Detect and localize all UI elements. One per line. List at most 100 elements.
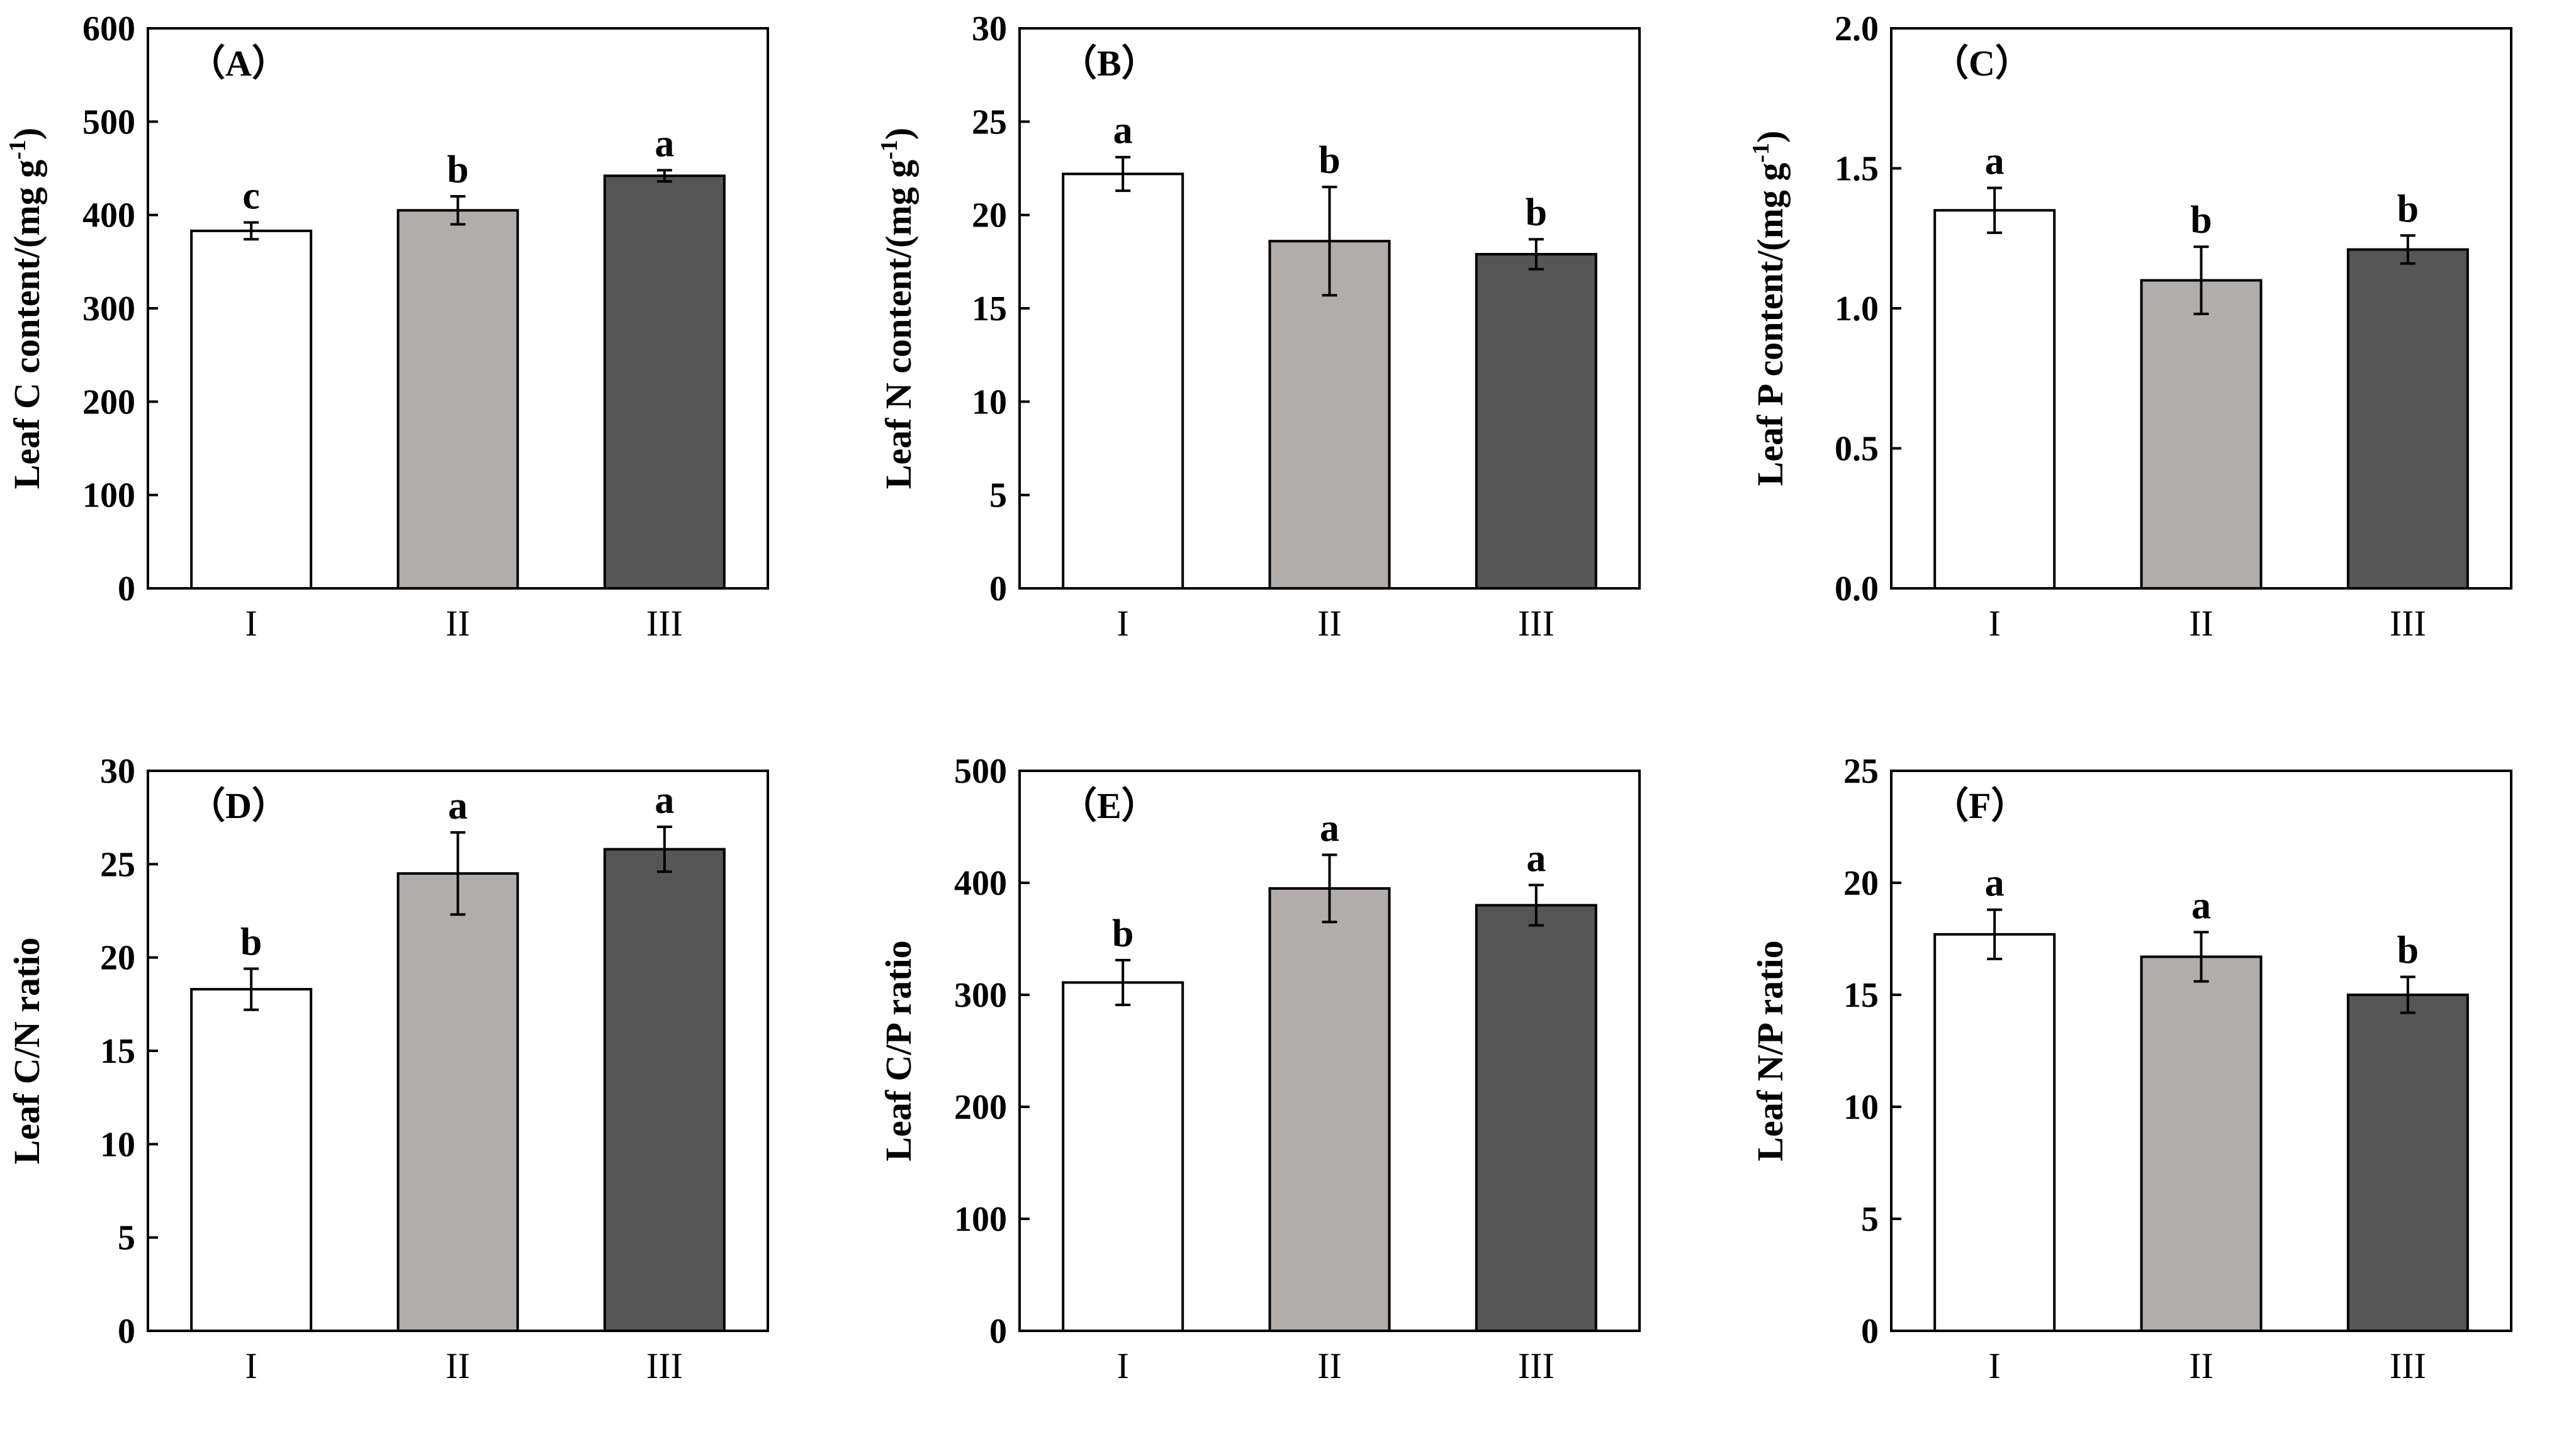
- panel-a-bar: [603, 174, 726, 590]
- panel-b-ylabel-main: Leaf N content/(mg g: [878, 160, 919, 490]
- panel-e-svg: 0 100 200 300 400 500 Leaf C/P ratio （E） b Ia II a I…: [878, 752, 1641, 1386]
- panel-c-ylabel-main: Leaf P content/(mg g: [1750, 163, 1791, 486]
- panel-b-label: （B）: [1060, 43, 1158, 84]
- panel-a-ytick-label: 100: [82, 476, 135, 515]
- panel-f-ylabel-main: Leaf N/P ratio: [1750, 940, 1791, 1161]
- panel-d-significance-letter: b: [240, 921, 262, 963]
- panel-e-ylabel-main: Leaf C/P ratio: [878, 940, 919, 1161]
- panel-b-ytick-label: 0: [989, 569, 1007, 608]
- panel-a-significance-letter: c: [242, 175, 260, 218]
- panel-d-bar: [397, 872, 519, 1332]
- panel-d-bar: [190, 988, 313, 1333]
- panel-d-ylabel-main: Leaf C/N ratio: [6, 938, 47, 1165]
- panel-a-svg: 0 100 200 300 400 500 600 Leaf C content/(mg g-…: [4, 9, 769, 644]
- panel-b-bar: [1268, 240, 1391, 590]
- panel-b-ytick-label: 30: [972, 9, 1007, 48]
- panel-c-category-label: II: [2189, 603, 2213, 644]
- panel-b-ytick-label: 10: [972, 383, 1007, 422]
- panel-c-ytick-label: 2.0: [1835, 9, 1879, 48]
- panel-e-significance-letter: a: [1526, 838, 1546, 880]
- panel-d-significance-letter: a: [655, 779, 674, 822]
- panel-d-category-label: III: [646, 1345, 683, 1386]
- panel-c-chart: 0.0 0.5 1.0 1.5 2.0 Leaf P content/(mg g-1) （C…: [1743, 0, 2562, 667]
- panel-f-bar: [2346, 994, 2469, 1332]
- panel-c-ytick-label: 1.0: [1835, 289, 1879, 328]
- panel-d-ytick-label: 20: [100, 939, 135, 978]
- panel-d-y-axis-label: Leaf C/N ratio: [6, 938, 47, 1165]
- panel-f-ytick-label: 20: [1843, 864, 1879, 903]
- panel-a-label: （A）: [189, 43, 288, 84]
- panel-d-ytick-label: 30: [100, 752, 135, 791]
- panel-f-bar: [1933, 933, 2056, 1332]
- panel-a-ytick-label: 400: [82, 196, 135, 235]
- panel-a-significance-letter: b: [447, 149, 468, 191]
- panel-e-category-label: II: [1317, 1345, 1342, 1386]
- panel-c-significance-letter: b: [2190, 199, 2212, 242]
- panel-b-category-label: III: [1518, 603, 1555, 644]
- panel-f-ytick-label: 0: [1861, 1312, 1879, 1351]
- panel-c-bar: [1933, 209, 2056, 590]
- panel-f-significance-letter: b: [2397, 929, 2419, 972]
- panel-f-ytick-label: 25: [1843, 752, 1879, 791]
- panel-c-bar: [2346, 248, 2469, 590]
- panel-e-category-label: I: [1117, 1345, 1129, 1386]
- panel-d-ytick-label: 10: [100, 1125, 135, 1164]
- panel-c-ytick-label: 0.0: [1835, 569, 1879, 608]
- panel-a-ytick-label: 0: [118, 569, 135, 608]
- panel-a-ylabel-main: Leaf C content/(mg g: [6, 160, 47, 490]
- panel-a-ylabel-sup: -1: [4, 140, 31, 160]
- panel-e-ytick-label: 400: [954, 864, 1007, 903]
- panel-e-ytick-label: 100: [954, 1200, 1007, 1239]
- panel-b-significance-letter: b: [1319, 139, 1340, 182]
- panel-b-category-label: I: [1117, 603, 1129, 644]
- panel-c-category-label: I: [1989, 603, 2001, 644]
- panel-a-ytick-label: 500: [82, 103, 135, 142]
- panel-b-bar: [1475, 252, 1597, 590]
- panel-b-chart: 0 5 10 15 20 25 30 Leaf N content/(mg g-1) （B） a I…: [872, 0, 1690, 667]
- panel-a-category-label: II: [446, 603, 470, 644]
- panel-c-ytick-label: 0.5: [1835, 430, 1879, 469]
- panel-a-ytick-label: 200: [82, 383, 135, 422]
- panel-e-significance-letter: b: [1112, 912, 1133, 955]
- panel-f-ytick-label: 10: [1843, 1088, 1879, 1127]
- panel-e-significance-letter: a: [1320, 807, 1339, 850]
- panel-b-ytick-label: 5: [989, 476, 1007, 515]
- panel-b-bar: [1062, 172, 1184, 590]
- panel-e-ytick-label: 200: [954, 1088, 1007, 1127]
- panel-d-bar: [603, 848, 726, 1333]
- panel-c-ytick-label: 1.5: [1835, 150, 1879, 189]
- panel-c-significance-letter: b: [2397, 188, 2419, 230]
- panel-c-bar: [2140, 279, 2263, 590]
- panel-f-bar: [2140, 955, 2263, 1333]
- panel-e-ytick-label: 500: [954, 752, 1007, 791]
- panel-e-ytick-label: 300: [954, 976, 1007, 1015]
- panel-b-ylabel-end: ): [878, 128, 919, 140]
- panel-d-ytick-label: 25: [100, 845, 135, 884]
- panel-d-category-label: II: [446, 1345, 470, 1386]
- panel-b-y-axis-label: Leaf N content/(mg g-1): [876, 128, 919, 490]
- panel-f-category-label: III: [2390, 1345, 2426, 1386]
- panel-a-chart: 0 100 200 300 400 500 600 Leaf C content/(mg g-…: [0, 0, 818, 667]
- panel-a-category-label: III: [646, 603, 683, 644]
- panel-f-significance-letter: a: [1985, 862, 2005, 905]
- panel-f-y-axis-label: Leaf N/P ratio: [1750, 940, 1791, 1161]
- panel-c-ylabel-end: ): [1750, 131, 1791, 143]
- panel-e-ytick-label: 0: [989, 1312, 1007, 1351]
- panel-d-svg: 0 5 10 15 20 25 30 Leaf C/N ratio （D） b Ia II a III: [6, 752, 769, 1386]
- panel-b-category-label: II: [1317, 603, 1342, 644]
- panel-d-ytick-label: 0: [118, 1312, 135, 1351]
- panel-e-bar: [1062, 981, 1184, 1333]
- panel-a-ytick-label: 300: [82, 289, 135, 328]
- panel-e-bar: [1475, 904, 1597, 1333]
- panel-c-label: （C）: [1932, 43, 2032, 84]
- panel-f-category-label: II: [2189, 1345, 2213, 1386]
- panel-f-svg: 0 5 10 15 20 25 Leaf N/P ratio （F） a Ia II b III: [1750, 752, 2512, 1386]
- panel-e-label: （E）: [1060, 785, 1158, 826]
- panel-d-ytick-label: 5: [118, 1219, 135, 1258]
- panel-a-ytick-label: 600: [82, 9, 135, 48]
- panel-c-significance-letter: a: [1985, 140, 2005, 183]
- panel-e-bar: [1268, 887, 1391, 1332]
